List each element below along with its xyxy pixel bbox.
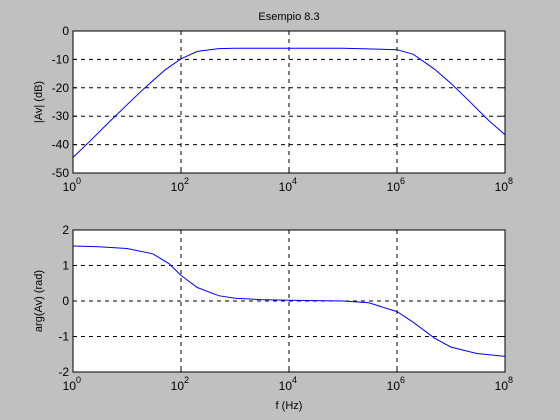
magnitude-y-tick-label: -50 [52, 166, 70, 180]
phase-y-tick-label: -1 [58, 330, 69, 344]
phase-x-tick-exponent: 8 [508, 375, 513, 385]
phase-curve [72, 245, 506, 357]
phase-x-tick-exponent: 2 [184, 375, 189, 385]
phase-x-axis-label: f (Hz) [276, 400, 303, 412]
phase-x-tick-label: 10 [495, 379, 509, 393]
magnitude-x-tick-exponent: 2 [184, 176, 189, 186]
phase-y-tick-label: 0 [62, 294, 69, 308]
phase-x-tick-label: 10 [63, 379, 77, 393]
magnitude-axes-background [73, 31, 505, 173]
magnitude-y-tick-label: 0 [62, 24, 69, 38]
phase-x-tick-exponent: 6 [400, 375, 405, 385]
magnitude-x-tick-label: 10 [495, 180, 509, 194]
magnitude-x-tick-exponent: 8 [508, 176, 513, 186]
phase-x-tick-label: 10 [171, 379, 185, 393]
magnitude-y-tick-label: -40 [52, 138, 70, 152]
phase-x-tick-exponent: 4 [292, 375, 297, 385]
magnitude-x-tick-label: 10 [63, 180, 77, 194]
phase-x-tick-exponent: 0 [76, 375, 81, 385]
magnitude-x-tick-label: 10 [279, 180, 293, 194]
phase-y-tick-label: 2 [62, 223, 69, 237]
phase-y-tick-label: -2 [58, 365, 69, 379]
magnitude-x-tick-exponent: 6 [400, 176, 405, 186]
phase-x-tick-label: 10 [279, 379, 293, 393]
magnitude-y-tick-label: -30 [52, 109, 70, 123]
magnitude-y-tick-label: -10 [52, 52, 70, 66]
phase-y-axis-label: arg(Av) (rad) [33, 270, 45, 332]
magnitude-y-axis-label: |Av| (dB) [33, 81, 45, 123]
magnitude-x-tick-label: 10 [171, 180, 185, 194]
phase-x-tick-label: 10 [387, 379, 401, 393]
magnitude-x-tick-exponent: 4 [292, 176, 297, 186]
magnitude-x-tick-label: 10 [387, 180, 401, 194]
magnitude-curve [72, 47, 506, 158]
phase-y-tick-label: 1 [62, 259, 69, 273]
magnitude-title: Esempio 8.3 [258, 11, 319, 23]
magnitude-x-tick-exponent: 0 [76, 176, 81, 186]
magnitude-y-tick-label: -20 [52, 81, 70, 95]
